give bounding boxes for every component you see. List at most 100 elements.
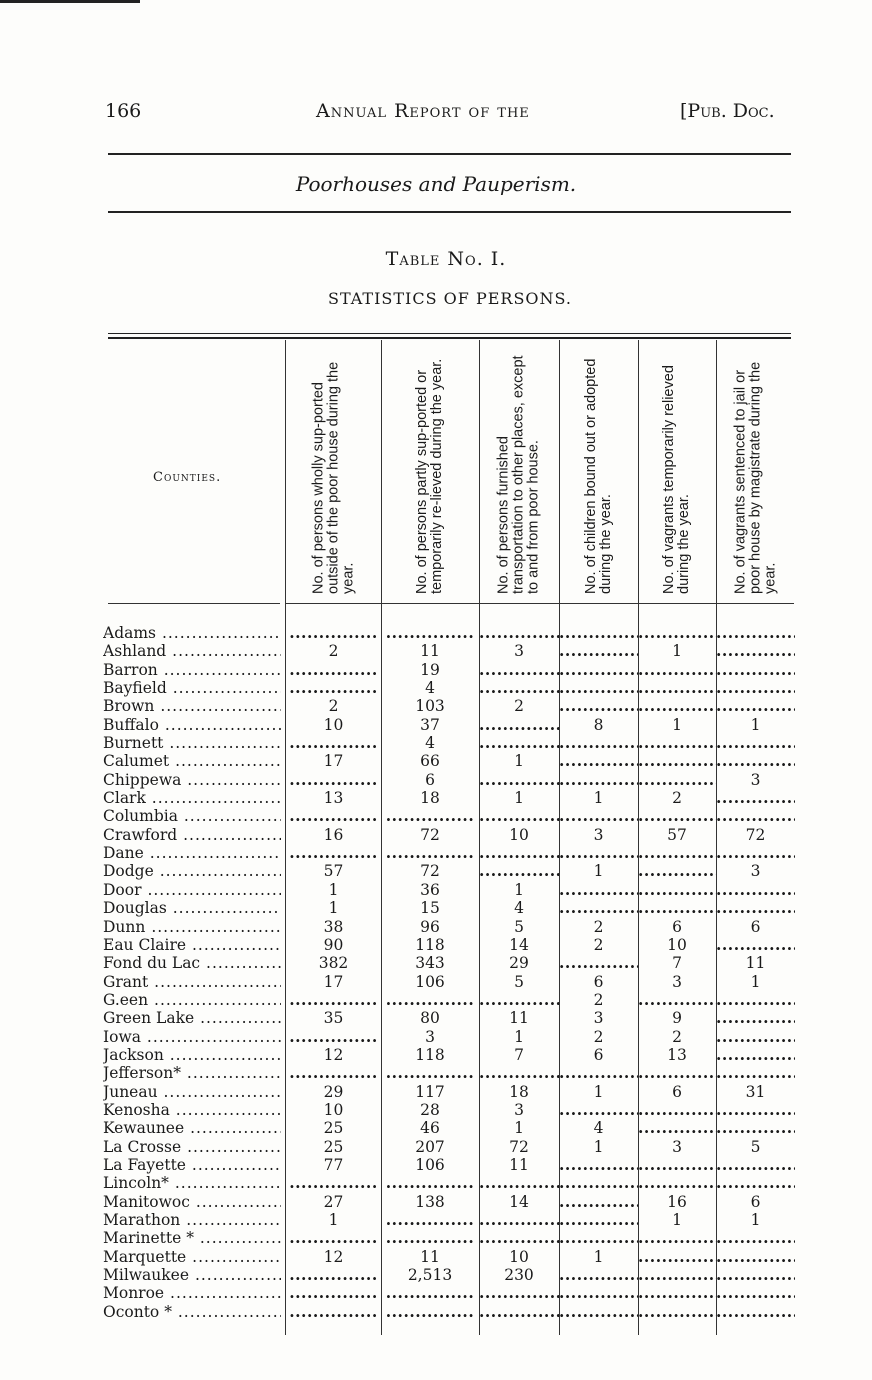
cell-value: 1 (750, 972, 761, 991)
column-header-text: No. of persons wholly sup-ported outside… (310, 361, 356, 594)
cell-value: 118 (415, 935, 445, 954)
cell-value: 3 (750, 862, 761, 881)
cell-value: 6 (593, 972, 604, 991)
cell-empty-dots (638, 771, 716, 789)
cell-empty-dots (716, 789, 795, 807)
cell-empty-dots (286, 679, 381, 697)
cell-value: 382 (318, 954, 349, 973)
cell-value: 1 (750, 715, 761, 734)
cell-empty-dots (381, 1211, 479, 1229)
cell-empty-dots (559, 1211, 638, 1229)
cell-empty-dots (286, 1174, 381, 1192)
cell-empty-dots (716, 642, 795, 660)
cell-empty-dots (559, 1193, 638, 1211)
cell-value: 1 (593, 862, 604, 881)
cell-empty-dots (716, 1303, 795, 1321)
county-name: Barron (103, 661, 281, 679)
cell-value: 46 (420, 1119, 440, 1138)
cell-empty-dots (716, 624, 795, 642)
cell-value: 27 (323, 1192, 344, 1211)
county-name: Marquette (103, 1248, 281, 1266)
cell-empty-dots (638, 1101, 716, 1119)
cell-value: 7 (514, 1045, 524, 1064)
cell-value: 6 (750, 1192, 761, 1211)
cell-value: 96 (420, 917, 440, 936)
cell-value: 12 (323, 1247, 344, 1266)
cell-value: 6 (672, 1082, 682, 1101)
cell-value: 117 (415, 1082, 445, 1101)
cell-empty-dots (716, 1064, 795, 1082)
cell-value: 1 (328, 1211, 339, 1229)
cell-empty-dots (716, 807, 795, 825)
cell-value: 3 (593, 825, 604, 844)
cell-value: 72 (420, 825, 440, 844)
cell-value: 2,513 (407, 1266, 453, 1285)
cell-value: 2 (672, 789, 682, 808)
cell-empty-dots (638, 1284, 716, 1302)
cell-empty-dots (479, 1229, 559, 1247)
cell-value: 72 (745, 825, 766, 844)
county-name: Door (103, 881, 281, 899)
county-name: Fond du Lac (103, 954, 281, 972)
cell-value: 10 (323, 715, 344, 734)
cell-value: 106 (415, 972, 445, 991)
county-name: La Crosse (103, 1138, 281, 1156)
table-top-rule (108, 333, 791, 334)
cell-value: 77 (323, 1155, 344, 1174)
cell-empty-dots (381, 1174, 479, 1192)
cell-empty-dots (716, 1028, 795, 1046)
cell-value: 343 (415, 954, 445, 973)
cell-value: 1 (672, 715, 682, 734)
cell-empty-dots (479, 991, 559, 1009)
cell-empty-dots (559, 1303, 638, 1321)
header-underline (286, 603, 794, 604)
cell-empty-dots (381, 844, 479, 862)
county-name: Lincoln* (103, 1174, 281, 1192)
cell-empty-dots (559, 752, 638, 770)
cell-empty-dots (479, 862, 559, 880)
column-header-children-bound-out: No. of children bound out or adopted dur… (559, 340, 638, 598)
cell-empty-dots (286, 1028, 381, 1046)
county-name: Dunn (103, 918, 281, 936)
cell-empty-dots (286, 661, 381, 679)
cell-empty-dots (638, 1156, 716, 1174)
cell-empty-dots (716, 679, 795, 697)
cell-empty-dots (716, 1248, 795, 1266)
cell-value: 2 (328, 697, 339, 716)
cell-value: 31 (745, 1082, 766, 1101)
cell-empty-dots (716, 697, 795, 715)
cell-empty-dots (286, 624, 381, 642)
cell-value: 106 (415, 1155, 445, 1174)
cell-empty-dots (479, 1284, 559, 1302)
cell-value: 3 (750, 770, 761, 789)
column-header-text: No. of vagrants sentenced to jail or poo… (732, 361, 778, 594)
cell-empty-dots (716, 1156, 795, 1174)
cell-value: 6 (672, 917, 682, 936)
cell-value: 6 (593, 1045, 604, 1064)
cell-empty-dots (559, 642, 638, 660)
cell-value: 2 (328, 642, 339, 661)
section-rule (108, 211, 791, 213)
cell-value: 230 (504, 1266, 534, 1285)
cell-empty-dots (559, 734, 638, 752)
cell-empty-dots (638, 862, 716, 880)
column-header-transportation: No. of persons furnished transportation … (479, 340, 559, 598)
cell-value: 1 (514, 789, 524, 808)
cell-empty-dots (559, 899, 638, 917)
county-name: Monroe (103, 1284, 281, 1302)
cell-empty-dots (716, 844, 795, 862)
cell-value: 15 (420, 899, 440, 918)
county-name: Chippewa (103, 771, 281, 789)
cell-value: 3 (514, 642, 524, 661)
cell-value: 2 (593, 1027, 604, 1046)
cell-empty-dots (286, 1229, 381, 1247)
cell-value: 1 (514, 1119, 524, 1138)
county-name: Marathon (103, 1211, 281, 1229)
column-divider (479, 340, 480, 1335)
cell-value: 103 (415, 697, 445, 716)
cell-empty-dots (286, 771, 381, 789)
cell-empty-dots (638, 1174, 716, 1192)
cell-empty-dots (716, 661, 795, 679)
cell-value: 1 (672, 1211, 682, 1229)
cell-value: 6 (750, 917, 761, 936)
